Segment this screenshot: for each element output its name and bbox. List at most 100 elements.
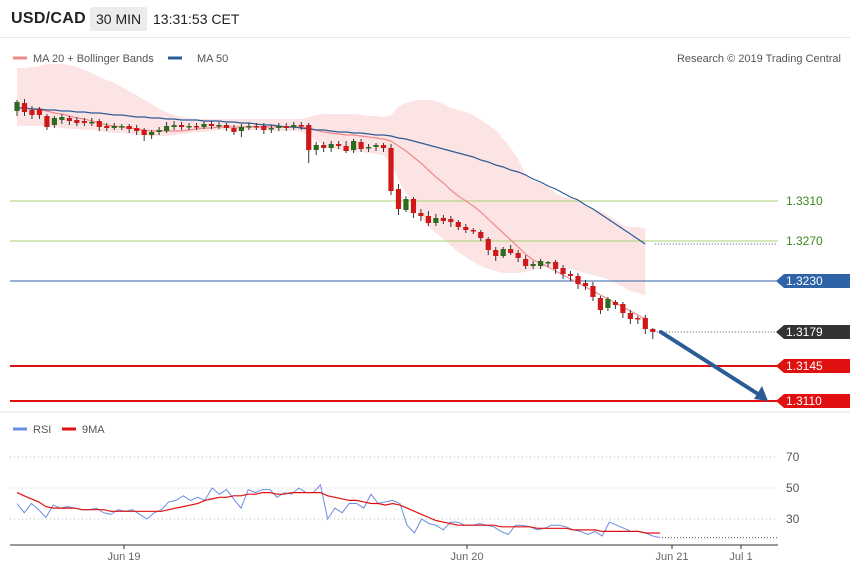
candle: [552, 260, 559, 274]
candle-body: [208, 124, 215, 126]
candle-body: [104, 126, 110, 128]
candle-body: [261, 126, 267, 130]
candle-body: [545, 262, 551, 264]
candle-body: [403, 199, 409, 210]
candle: [268, 125, 274, 133]
candle: [336, 141, 342, 149]
candle-body: [433, 218, 439, 223]
rsi-tick-label: 50: [786, 481, 800, 495]
candle: [612, 300, 618, 309]
candle-body: [111, 126, 117, 128]
candle: [388, 144, 394, 195]
candle: [253, 123, 259, 130]
candle-body: [448, 219, 454, 222]
candle-body: [418, 213, 424, 216]
chart-header: USD/CAD 30 MIN 13:31:53 CET: [0, 0, 850, 38]
candle-body: [425, 216, 431, 223]
candle: [104, 123, 110, 131]
interval-selector[interactable]: 30 MIN: [90, 7, 148, 31]
candle-body: [612, 302, 618, 305]
candle: [201, 121, 207, 129]
candle: [216, 122, 222, 129]
candle-body: [171, 125, 177, 127]
candle: [44, 114, 50, 130]
candle-body: [336, 144, 342, 146]
candle-body: [493, 250, 499, 256]
candle: [500, 247, 506, 258]
candle-body: [156, 130, 162, 132]
candle: [306, 123, 312, 163]
time-tick-label: Jul 1: [729, 551, 752, 563]
candle: [365, 144, 372, 152]
candle: [448, 216, 454, 227]
legend-rsi: RSI: [33, 424, 51, 436]
candle-body: [508, 249, 514, 253]
level-support-4-tag: [776, 359, 850, 373]
candle: [380, 143, 387, 152]
candle-body: [134, 128, 140, 131]
candle-body: [178, 125, 185, 127]
projection-arrow: [658, 330, 760, 396]
candle: [403, 196, 409, 212]
candle-body: [141, 130, 147, 135]
price-panel: 1.3310 1.3270 1.3230 1.3179 1.3145 1.3110 MA 2…: [10, 53, 850, 408]
level-resistance-0-label: 1.3310: [786, 194, 823, 208]
candle: [96, 119, 102, 131]
candle-body: [582, 283, 589, 286]
candle: [178, 122, 185, 130]
current-time: 13:31:53 CET: [153, 11, 240, 27]
candle-body: [291, 125, 297, 127]
candle-body: [373, 145, 379, 147]
candle-body: [388, 148, 394, 191]
candle: [642, 315, 648, 334]
candle: [575, 273, 581, 289]
candle-body: [231, 128, 237, 132]
candle: [493, 247, 499, 261]
rsi-tick-label: 30: [786, 512, 800, 526]
candle-body: [149, 132, 155, 135]
candle: [395, 184, 402, 215]
candle: [343, 141, 349, 153]
candle-body: [306, 125, 312, 150]
candle: [485, 237, 491, 255]
ma50-line: [17, 107, 646, 245]
candle-body: [642, 318, 648, 329]
candle: [89, 118, 95, 126]
candle-body: [253, 126, 259, 128]
candle: [425, 211, 431, 226]
candle: [134, 125, 140, 135]
candle: [141, 128, 147, 141]
candle: [582, 280, 589, 290]
candle-body: [395, 189, 402, 209]
candle-body: [193, 126, 200, 128]
candle: [238, 124, 244, 137]
candle-body: [21, 103, 28, 112]
candle: [650, 328, 656, 339]
candle: [261, 123, 267, 134]
candle-body: [81, 121, 87, 123]
candle: [164, 122, 170, 133]
candle-body: [590, 286, 596, 297]
candle: [560, 265, 566, 279]
candle-body: [201, 124, 207, 127]
candle: [223, 123, 230, 131]
candle: [283, 123, 289, 131]
candle-body: [216, 125, 222, 127]
candle: [508, 245, 514, 255]
time-tick-label: Jun 20: [450, 551, 483, 563]
level-current-3-label: 1.3179: [786, 325, 823, 339]
candle: [51, 116, 57, 128]
time-tick-label: Jun 21: [655, 551, 688, 563]
candle: [635, 316, 641, 324]
candle: [590, 282, 596, 301]
candle: [530, 261, 536, 269]
level-pivot-2-tag: [776, 274, 850, 288]
candle: [186, 123, 192, 130]
candle: [171, 121, 177, 130]
candle-body: [223, 125, 230, 128]
candle-body: [410, 199, 417, 213]
candle: [418, 209, 424, 221]
candle-body: [126, 126, 132, 129]
candle-body: [351, 141, 357, 150]
level-current-3-tag: [776, 325, 850, 339]
